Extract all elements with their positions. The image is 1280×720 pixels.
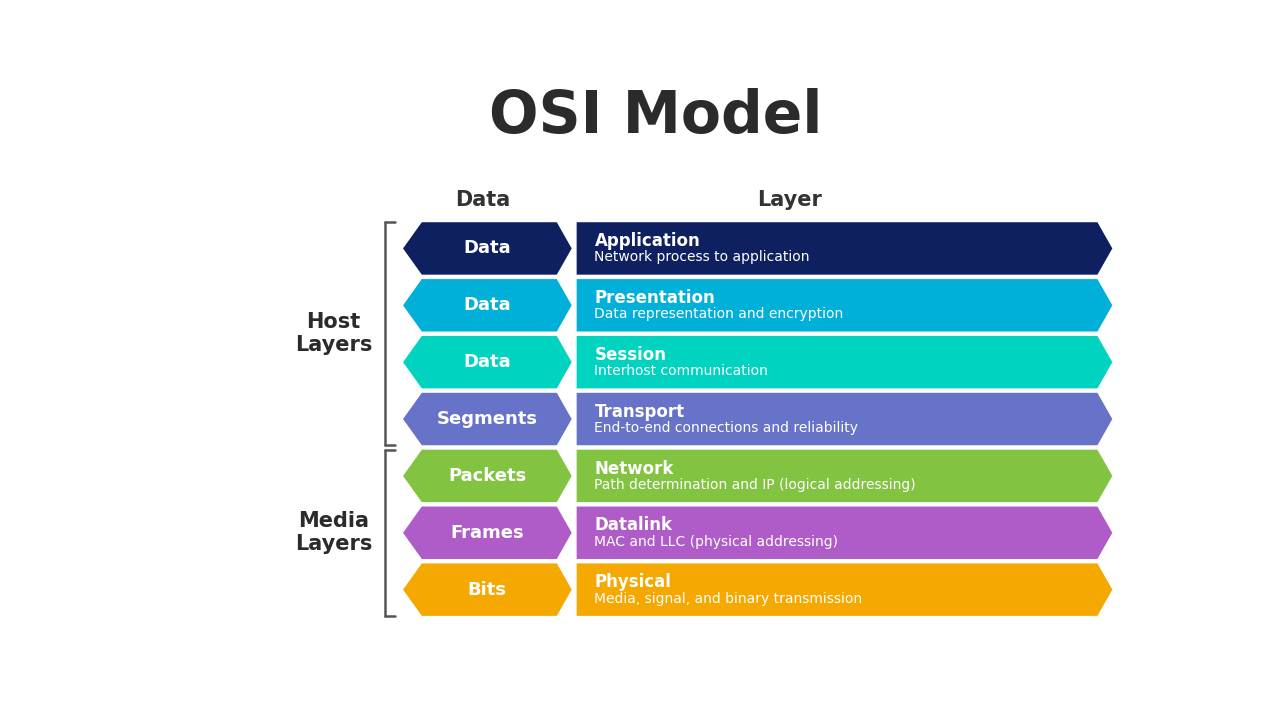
Text: MAC and LLC (physical addressing): MAC and LLC (physical addressing) (594, 535, 838, 549)
Text: Network: Network (594, 459, 673, 477)
Polygon shape (403, 279, 572, 331)
Text: Layer: Layer (758, 190, 822, 210)
Text: Path determination and IP (logical addressing): Path determination and IP (logical addre… (594, 478, 916, 492)
Polygon shape (576, 450, 1112, 502)
Text: Interhost communication: Interhost communication (594, 364, 768, 378)
Polygon shape (403, 393, 572, 445)
Text: Data: Data (463, 297, 511, 315)
Polygon shape (403, 336, 572, 388)
Text: Application: Application (594, 232, 700, 250)
Text: Physical: Physical (594, 573, 672, 591)
Polygon shape (576, 564, 1112, 616)
Text: Media, signal, and binary transmission: Media, signal, and binary transmission (594, 592, 863, 606)
Text: Host
Layers: Host Layers (294, 312, 372, 356)
Polygon shape (576, 222, 1112, 274)
Text: Data: Data (463, 354, 511, 372)
Polygon shape (403, 564, 572, 616)
Text: Network process to application: Network process to application (594, 251, 810, 264)
Text: Bits: Bits (468, 580, 507, 598)
Polygon shape (403, 222, 572, 274)
Text: Data: Data (463, 240, 511, 258)
Polygon shape (576, 393, 1112, 445)
Text: Packets: Packets (448, 467, 526, 485)
Text: Data representation and encryption: Data representation and encryption (594, 307, 844, 321)
Polygon shape (576, 336, 1112, 388)
Text: Frames: Frames (451, 523, 525, 541)
Text: Transport: Transport (594, 402, 685, 420)
Text: Presentation: Presentation (594, 289, 716, 307)
Polygon shape (576, 279, 1112, 331)
Text: Session: Session (594, 346, 667, 364)
Polygon shape (403, 507, 572, 559)
Text: Media
Layers: Media Layers (294, 511, 372, 554)
Text: Data: Data (454, 190, 509, 210)
Polygon shape (403, 450, 572, 502)
Text: End-to-end connections and reliability: End-to-end connections and reliability (594, 421, 859, 435)
Text: Datalink: Datalink (594, 516, 672, 534)
Polygon shape (576, 507, 1112, 559)
Text: Segments: Segments (436, 410, 538, 428)
Text: OSI Model: OSI Model (489, 89, 823, 145)
